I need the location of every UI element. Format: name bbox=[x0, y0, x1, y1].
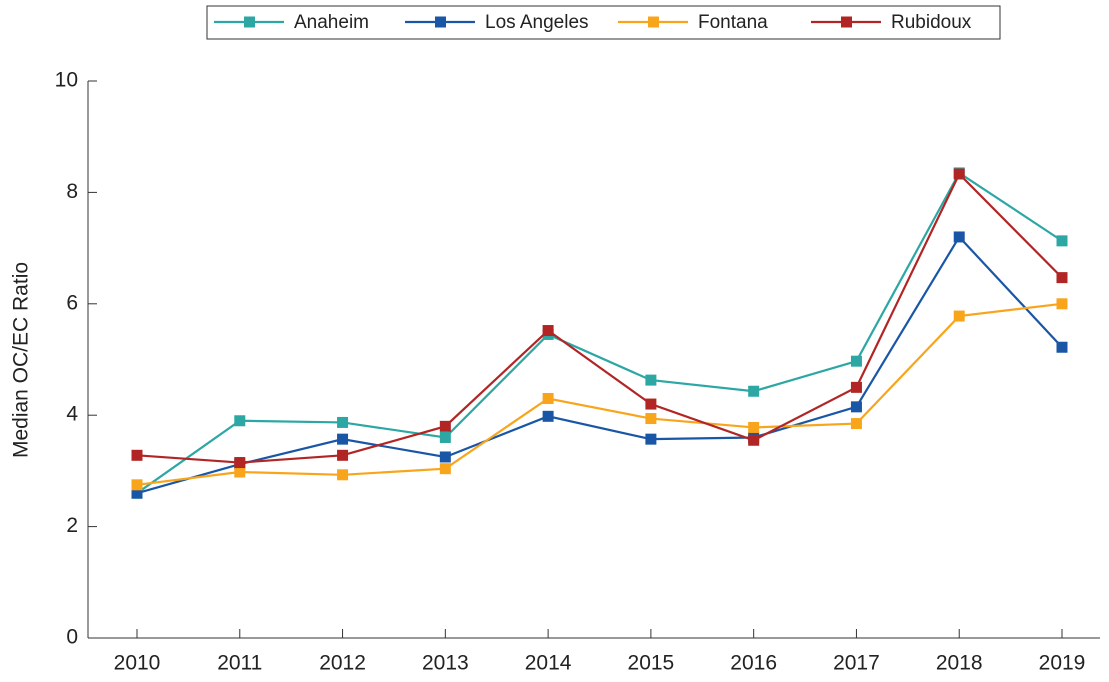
point bbox=[1056, 341, 1068, 353]
point bbox=[542, 325, 554, 337]
point bbox=[1056, 272, 1068, 284]
y-axis-label: Median OC/EC Ratio bbox=[10, 262, 33, 458]
point bbox=[645, 374, 657, 386]
point bbox=[337, 449, 349, 461]
point bbox=[645, 398, 657, 410]
point bbox=[439, 463, 451, 475]
point bbox=[542, 410, 554, 422]
y-tick-label: 10 bbox=[55, 69, 78, 92]
legend-label: Anaheim bbox=[294, 12, 369, 33]
point bbox=[439, 420, 451, 432]
series-line bbox=[136, 171, 1063, 495]
legend-label: Los Angeles bbox=[485, 12, 589, 33]
series-line bbox=[136, 302, 1063, 486]
point bbox=[748, 434, 760, 446]
point bbox=[337, 469, 349, 481]
series-line bbox=[136, 235, 1063, 495]
legend-marker bbox=[841, 16, 852, 28]
legend-label: Fontana bbox=[698, 12, 768, 33]
y-tick-label: 8 bbox=[66, 180, 78, 203]
x-tick-label: 2012 bbox=[319, 652, 366, 675]
point bbox=[953, 168, 965, 180]
point bbox=[234, 457, 246, 469]
x-tick-label: 2016 bbox=[730, 652, 777, 675]
point bbox=[953, 310, 965, 322]
point bbox=[645, 413, 657, 425]
x-tick-label: 2017 bbox=[833, 652, 880, 675]
y-tick-label: 4 bbox=[66, 403, 78, 426]
point bbox=[850, 418, 862, 430]
point bbox=[131, 487, 143, 499]
point bbox=[748, 385, 760, 397]
y-tick-label: 6 bbox=[66, 291, 78, 314]
x-tick-label: 2015 bbox=[628, 652, 675, 675]
x-tick-label: 2014 bbox=[525, 652, 572, 675]
point bbox=[542, 392, 554, 404]
x-tick-label: 2018 bbox=[936, 652, 983, 675]
legend-label: Rubidoux bbox=[891, 12, 972, 33]
point bbox=[1056, 298, 1068, 310]
point bbox=[645, 433, 657, 445]
x-tick-label: 2013 bbox=[422, 652, 469, 675]
legend-marker bbox=[435, 16, 446, 28]
point bbox=[131, 479, 143, 491]
point bbox=[337, 416, 349, 428]
point bbox=[850, 381, 862, 393]
legend-marker bbox=[244, 16, 255, 28]
point bbox=[953, 231, 965, 243]
series-line bbox=[136, 172, 1063, 464]
point bbox=[439, 451, 451, 463]
x-tick-label: 2011 bbox=[217, 652, 262, 675]
x-tick-label: 2019 bbox=[1039, 652, 1086, 675]
x-tick-label: 2010 bbox=[114, 652, 161, 675]
point bbox=[850, 401, 862, 413]
point bbox=[850, 355, 862, 367]
legend-marker bbox=[648, 16, 659, 28]
point bbox=[131, 449, 143, 461]
point bbox=[748, 421, 760, 433]
point bbox=[439, 431, 451, 443]
point bbox=[337, 433, 349, 445]
point bbox=[1056, 235, 1068, 247]
point bbox=[234, 466, 246, 478]
y-tick-label: 2 bbox=[66, 514, 78, 537]
y-tick-label: 0 bbox=[66, 626, 78, 649]
point bbox=[234, 415, 246, 427]
